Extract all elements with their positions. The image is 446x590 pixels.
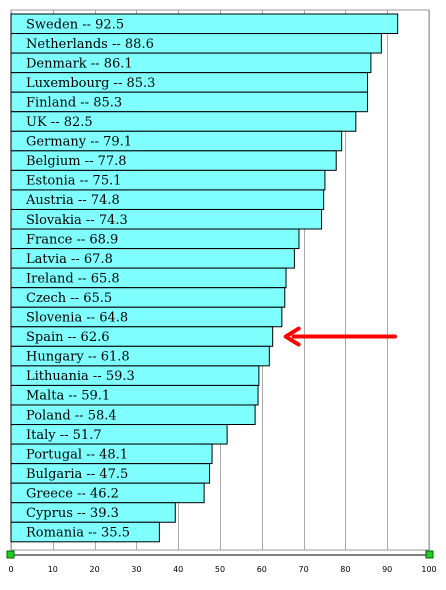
bar-label: Denmark -- 86.1 [26, 56, 133, 71]
x-axis: 0 10 20 30 40 50 60 70 80 90 100 [6, 550, 437, 574]
bar-label: UK -- 82.5 [26, 115, 93, 130]
bar-label: Belgium -- 77.8 [26, 154, 127, 169]
bar-label: Slovenia -- 64.8 [26, 311, 128, 326]
bar-label: Ireland -- 65.8 [26, 271, 120, 286]
x-tick-label: 40 [173, 565, 183, 574]
bar-label: Estonia -- 75.1 [26, 174, 122, 189]
bar-label: France -- 68.9 [26, 232, 118, 247]
bar-label: Italy -- 51.7 [26, 428, 102, 443]
bar-label: Sweden -- 92.5 [26, 17, 124, 32]
bar-label: Slovakia -- 74.3 [26, 213, 128, 228]
bar-label: Finland -- 85.3 [26, 95, 122, 110]
bar-label: Malta -- 59.1 [26, 389, 110, 404]
x-tick-label: 30 [131, 565, 141, 574]
annotations [283, 326, 397, 347]
bar-label: Greece -- 46.2 [26, 486, 119, 501]
bar-label: Czech -- 65.5 [26, 291, 112, 306]
bar-label: Portugal -- 48.1 [26, 447, 128, 462]
bar-label: Lithuania -- 59.3 [26, 369, 135, 384]
x-tick-label: 70 [299, 565, 309, 574]
bar-label: Bulgaria -- 47.5 [26, 467, 128, 482]
x-tick-label: 20 [90, 565, 100, 574]
bar-label: Romania -- 35.5 [26, 526, 130, 541]
x-tick-label: 0 [8, 565, 13, 574]
bar-labels: Sweden -- 92.5 Netherlands -- 88.6 Denmark… [25, 17, 155, 540]
x-tick-label: 10 [48, 565, 58, 574]
x-tick-label: 80 [340, 565, 350, 574]
x-tick-label: 50 [215, 565, 225, 574]
bar-label: Luxembourg -- 85.3 [26, 76, 155, 91]
bar-label: Netherlands -- 88.6 [26, 37, 154, 52]
axis-start-marker [6, 550, 15, 559]
bars [10, 13, 399, 543]
bar-label: Poland -- 58.4 [26, 408, 117, 423]
axis-end-marker [425, 550, 434, 559]
bar [10, 521, 160, 543]
bar-label: Germany -- 79.1 [26, 135, 132, 150]
bar-label: Austria -- 74.8 [25, 193, 120, 208]
bar-label: Hungary -- 61.8 [26, 350, 130, 365]
bar-label: Cyprus -- 39.3 [26, 506, 119, 521]
x-tick-label: 60 [257, 565, 267, 574]
bar-label: Latvia -- 67.8 [26, 252, 113, 267]
x-tick-label: 90 [382, 565, 392, 574]
bar-label: Spain -- 62.6 [26, 330, 110, 345]
arrow-head [283, 326, 301, 347]
x-tick-label: 100 [421, 565, 436, 574]
